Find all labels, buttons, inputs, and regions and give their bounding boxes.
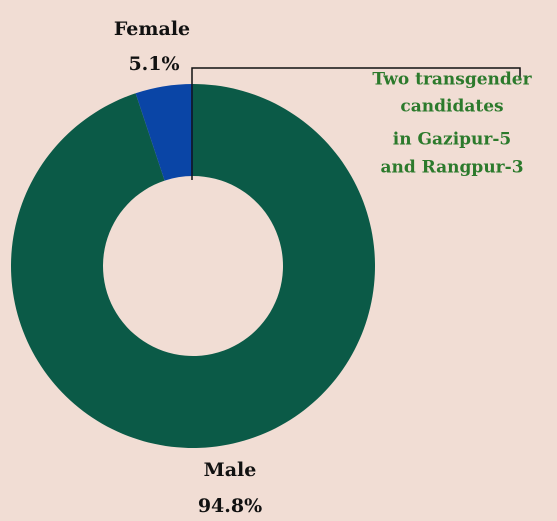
annotation: candidates [400,97,503,117]
slices [10,84,376,448]
slice [135,84,193,181]
annotation: in Gazipur-5 [393,130,511,150]
value-label: 94.8% [198,495,262,517]
slice [10,84,376,448]
leader-line [191,67,521,180]
category-label: Female [114,18,190,40]
annotation: and Rangpur-3 [380,158,523,178]
annotation: Two transgender [372,70,532,90]
category-label: Male [204,459,257,481]
value-label: 5.1% [128,53,179,75]
